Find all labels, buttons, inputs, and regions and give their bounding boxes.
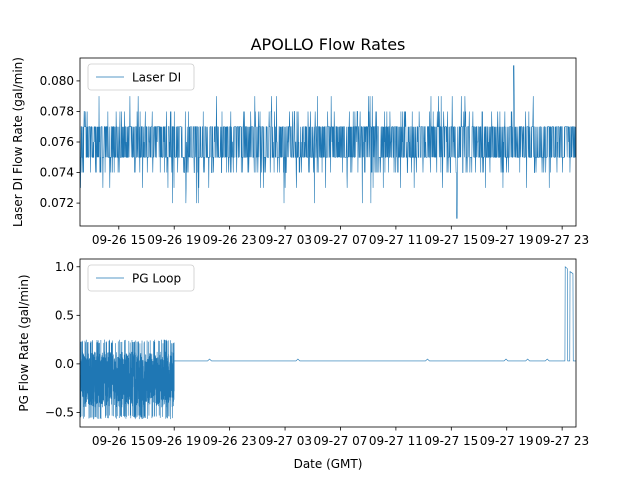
pg-loop-x-tick-label: 09-26 23 <box>203 434 257 448</box>
pg-loop-line <box>80 266 576 420</box>
pg-loop-x-tick-label: 09-26 15 <box>92 434 146 448</box>
pg-loop-y-tick-label: 0.0 <box>55 357 74 371</box>
laser-di-x-tick-label: 09-27 07 <box>313 233 367 247</box>
laser-di-axes-frame <box>79 57 577 227</box>
laser-di-y-tick-label: 0.080 <box>40 74 74 88</box>
laser-di-x-tick-label: 09-27 03 <box>258 233 312 247</box>
pg-loop-x-tick-label: 09-27 19 <box>480 434 534 448</box>
pg-loop-legend: PG Loop <box>87 264 195 292</box>
laser-di-x-tick-label: 09-26 15 <box>92 233 146 247</box>
pg-loop-x-tick-label: 09-27 07 <box>313 434 367 448</box>
laser-di-x-tick-label: 09-26 19 <box>147 233 201 247</box>
pg-loop-legend-label: PG Loop <box>132 272 181 286</box>
laser-di-legend-label: Laser DI <box>132 71 181 85</box>
laser-di-x-tick-label: 09-26 23 <box>203 233 257 247</box>
laser-di-x-tick-label: 09-27 19 <box>480 233 534 247</box>
laser-di-x-axis: 09-26 15 09-26 19 09-26 23 09-27 03 09-27 07… <box>92 226 589 247</box>
laser-di-y-label: Laser DI Flow Rate (gal/min) <box>11 57 25 227</box>
pg-loop-y-tick-label: −0.5 <box>45 405 74 419</box>
pg-loop-x-tick-label: 09-27 15 <box>424 434 478 448</box>
pg-loop-x-axis: 09-26 15 09-26 19 09-26 23 09-27 03 09-27 07… <box>92 427 589 448</box>
pg-loop-x-tick-label: 09-27 23 <box>535 434 589 448</box>
laser-di-y-tick-label: 0.072 <box>40 196 74 210</box>
pg-loop-x-tick-label: 09-27 03 <box>258 434 312 448</box>
laser-di-legend: Laser DI <box>87 63 195 91</box>
pg-loop-y-axis: −0.5 0.0 0.5 1.0 <box>45 260 80 419</box>
pg-loop-series <box>80 266 576 420</box>
pg-loop-x-tick-label: 09-26 19 <box>147 434 201 448</box>
pg-loop-x-tick-label: 09-27 11 <box>369 434 423 448</box>
pg-loop-legend-box <box>87 264 195 292</box>
figure-title: APOLLO Flow Rates <box>251 35 406 54</box>
laser-di-y-tick-label: 0.078 <box>40 104 74 118</box>
pg-loop-panel: −0.50.00.51.0 09-26 15 09-26 19 09-26 23 09… <box>17 258 589 448</box>
laser-di-y-axis: 0.072 0.074 0.076 0.078 0.080 <box>40 74 80 210</box>
laser-di-y-tick-label: 0.076 <box>40 135 74 149</box>
pg-loop-y-tick-label: 0.5 <box>55 308 74 322</box>
laser-di-line <box>80 65 576 219</box>
laser-di-legend-box <box>87 63 195 91</box>
pg-loop-axes-frame <box>79 258 577 428</box>
laser-di-x-tick-label: 09-27 11 <box>369 233 423 247</box>
laser-di-y-tick-label: 0.074 <box>40 166 74 180</box>
laser-di-x-tick-label: 09-27 15 <box>424 233 478 247</box>
laser-di-series <box>80 65 576 219</box>
pg-loop-y-label: PG Flow Rate (gal/min) <box>17 274 31 411</box>
x-axis-label: Date (GMT) <box>294 457 363 471</box>
laser-di-x-tick-label: 09-27 23 <box>535 233 589 247</box>
pg-loop-y-tick-label: 1.0 <box>55 260 74 274</box>
